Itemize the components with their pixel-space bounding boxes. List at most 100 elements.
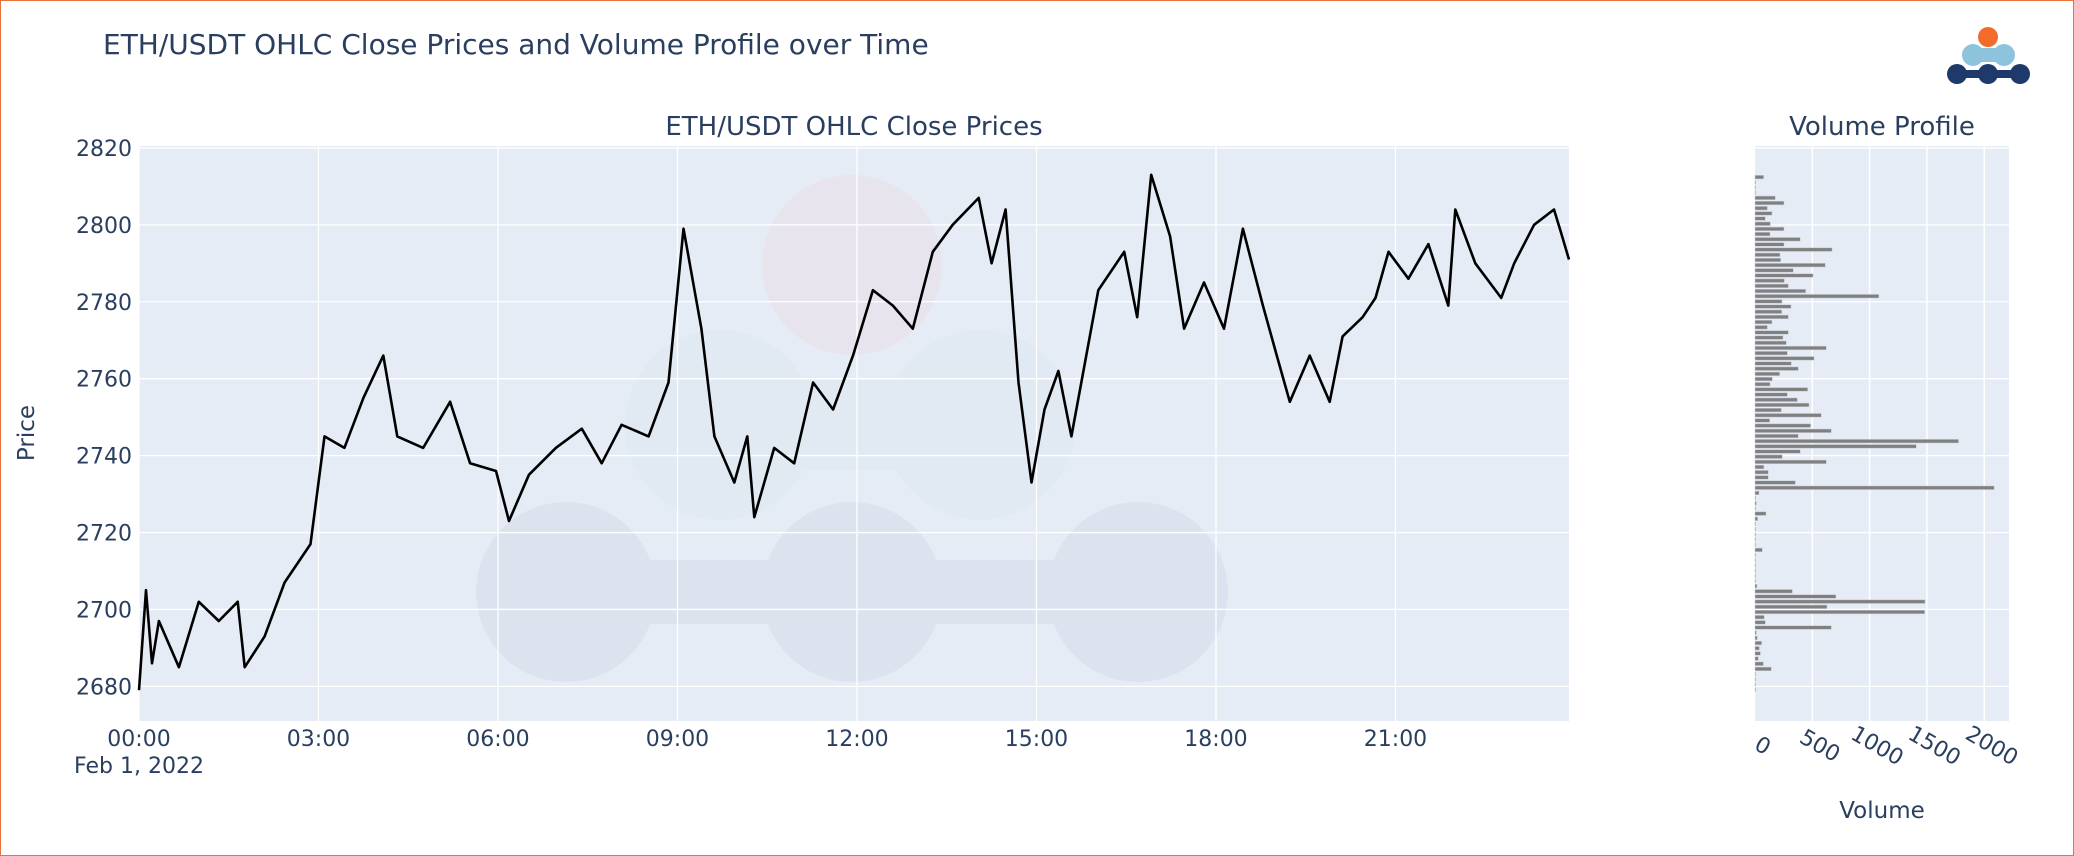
volume-bar <box>1754 200 1785 206</box>
volume-bar <box>1754 309 1782 314</box>
volume-bar <box>1754 439 1959 444</box>
volume-bar <box>1754 584 1758 589</box>
volume-bar <box>1754 615 1765 620</box>
volume-subplot-title: Volume Profile <box>1789 112 1975 142</box>
price-tick-label: 2820 <box>76 137 132 162</box>
volume-bar <box>1754 521 1756 527</box>
volume-bar <box>1754 242 1785 247</box>
volume-bar <box>1754 527 1756 532</box>
time-tick-label: 21:00 <box>1364 727 1427 752</box>
volume-bar <box>1754 413 1822 418</box>
volume-bar <box>1754 672 1756 677</box>
volume-bar <box>1754 465 1765 470</box>
volume-bar <box>1754 252 1781 257</box>
volume-bar <box>1754 635 1758 640</box>
volume-tick-label: 0 <box>1750 732 1775 761</box>
volume-bar <box>1754 325 1768 330</box>
volume-bar <box>1754 345 1827 351</box>
volume-bar <box>1754 620 1766 625</box>
volume-bar <box>1754 304 1792 309</box>
volume-bar <box>1754 216 1766 221</box>
volume-bar <box>1754 573 1756 578</box>
volume-tick-label: 1500 <box>1904 722 1965 772</box>
volume-bar <box>1754 609 1925 615</box>
volume-bar <box>1754 661 1764 666</box>
watermark-light-bridge <box>720 380 980 470</box>
volume-bar <box>1754 278 1785 283</box>
volume-bar <box>1754 283 1789 288</box>
volume-bar <box>1754 397 1798 402</box>
volume-bar <box>1754 356 1815 361</box>
volume-bar <box>1754 630 1757 635</box>
volume-bar <box>1754 273 1814 278</box>
volume-bar <box>1754 418 1770 423</box>
figure-title: ETH/USDT OHLC Close Prices and Volume Pr… <box>103 28 929 61</box>
volume-bar <box>1754 532 1756 537</box>
volume-bar <box>1754 402 1810 407</box>
volume-bar <box>1754 335 1784 340</box>
volume-tick-label: 500 <box>1795 725 1844 768</box>
volume-bar <box>1754 190 1756 195</box>
volume-bar <box>1754 366 1799 371</box>
volume-bar <box>1754 382 1771 387</box>
volume-bar <box>1754 392 1788 397</box>
volume-bar <box>1754 604 1828 609</box>
watermark-orange-circle <box>762 175 942 355</box>
volume-bar <box>1754 641 1762 646</box>
volume-bar <box>1754 232 1771 237</box>
volume-bar <box>1754 294 1880 299</box>
price-tick-label: 2760 <box>76 368 132 393</box>
volume-bar <box>1754 428 1832 433</box>
price-tick-label: 2740 <box>76 445 132 470</box>
volume-bar <box>1754 175 1764 180</box>
price-axis-title: Price <box>14 405 40 461</box>
volume-bar <box>1754 226 1785 231</box>
volume-bar <box>1754 480 1796 485</box>
volume-bar <box>1754 666 1772 672</box>
price-tick-label: 2700 <box>76 598 132 623</box>
volume-bar <box>1754 387 1808 392</box>
price-tick-label: 2780 <box>76 291 132 316</box>
volume-bar <box>1754 537 1756 542</box>
volume-bar <box>1754 677 1756 682</box>
volume-bar <box>1754 314 1789 319</box>
volume-bar <box>1754 237 1801 242</box>
volume-bar <box>1754 646 1760 651</box>
volume-bar <box>1754 449 1801 454</box>
volume-bar <box>1754 247 1833 252</box>
volume-bar <box>1754 408 1782 413</box>
volume-bar <box>1754 433 1799 439</box>
time-tick-label: 03:00 <box>287 727 350 752</box>
volume-bar <box>1754 578 1756 584</box>
volume-bar <box>1754 475 1769 480</box>
price-tick-label: 2680 <box>76 675 132 700</box>
volume-bar <box>1754 625 1832 630</box>
volume-plot-background <box>1755 146 2009 721</box>
volume-bar <box>1754 511 1767 516</box>
volume-bar <box>1754 180 1756 185</box>
volume-bar <box>1754 553 1756 558</box>
volume-tick-label: 1000 <box>1846 722 1907 772</box>
volume-bar <box>1754 288 1806 294</box>
watermark-logo-icon <box>476 175 1228 682</box>
volume-bar <box>1754 351 1788 356</box>
volume-bar <box>1754 185 1756 190</box>
volume-bar <box>1754 221 1771 226</box>
volume-bar <box>1754 682 1756 687</box>
price-subplot-title: ETH/USDT OHLC Close Prices <box>665 112 1042 142</box>
volume-tick-label: 2000 <box>1961 722 2022 772</box>
close-price-line <box>137 173 1571 691</box>
volume-bar <box>1754 506 1756 511</box>
time-tick-label: 00:00 <box>107 727 170 752</box>
volume-bar <box>1754 568 1756 573</box>
time-tick-label: 06:00 <box>466 727 529 752</box>
volume-bar <box>1754 340 1787 345</box>
volume-bar <box>1754 496 1756 501</box>
volume-bar <box>1754 444 1917 449</box>
volume-bar <box>1754 330 1789 335</box>
time-tick-label: 12:00 <box>825 727 888 752</box>
time-tick-label: 15:00 <box>1005 727 1068 752</box>
volume-bar <box>1754 268 1794 273</box>
watermark-navy-bridge <box>566 560 1138 624</box>
volume-bar <box>1754 195 1776 200</box>
